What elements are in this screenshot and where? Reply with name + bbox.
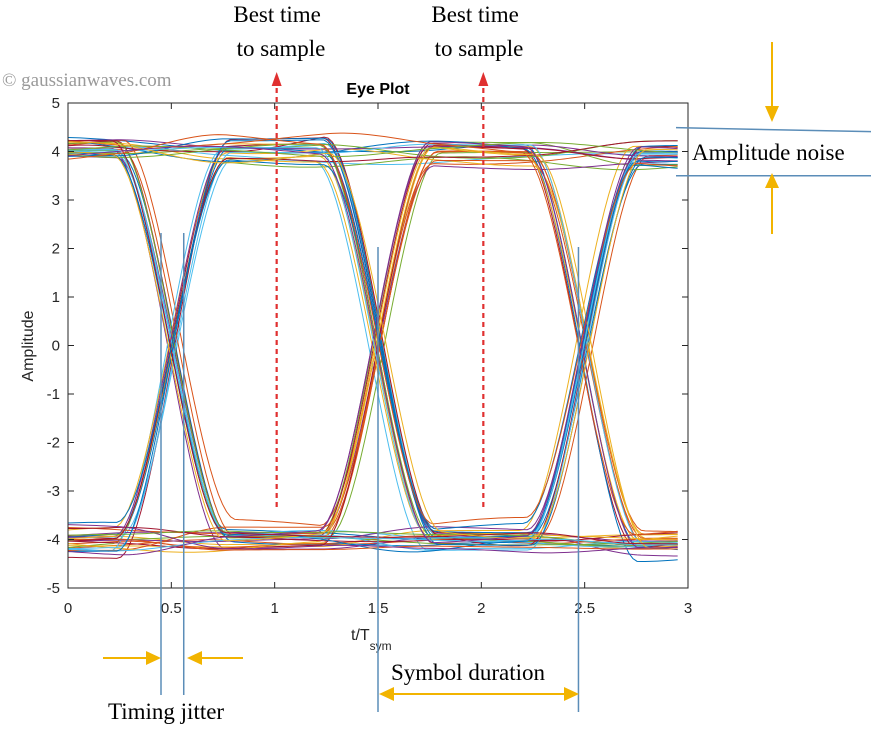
y-tick-label: 0 (52, 338, 60, 355)
eye-trace (68, 159, 678, 552)
eye-trace (68, 139, 678, 553)
eye-trace (68, 141, 678, 539)
chart-title: Eye Plot (346, 81, 410, 98)
best-time-label-1-line1: Best time (233, 2, 321, 27)
eye-trace (68, 134, 678, 525)
x-tick-label: 2.5 (574, 600, 595, 617)
eye-trace (68, 141, 678, 546)
x-tick-label: 2 (477, 600, 485, 617)
best-time-arrowhead-1 (271, 72, 282, 86)
annotations: Best time to sample Best time to sample … (103, 2, 872, 724)
y-tick-label: -4 (47, 532, 60, 549)
y-axis-label: Amplitude (20, 310, 37, 381)
best-time-label-2-line1: Best time (431, 2, 519, 27)
best-time-arrowhead-2 (478, 72, 489, 86)
y-tick-label: 4 (52, 144, 60, 161)
y-tick-label: -5 (47, 580, 60, 597)
y-tick-label: 1 (52, 289, 60, 306)
best-time-label-2: Best time to sample (431, 2, 524, 61)
amplitude-noise-label: Amplitude noise (692, 140, 845, 165)
eye-trace (68, 136, 678, 547)
x-axis-label-sub: sym (370, 639, 392, 653)
eye-trace (68, 146, 678, 549)
y-tick-label: 3 (52, 192, 60, 209)
eye-trace (68, 537, 678, 552)
best-time-label-1: Best time to sample (233, 2, 326, 61)
symbol-duration-label: Symbol duration (391, 660, 545, 685)
best-time-label-2-line2: to sample (435, 36, 524, 61)
x-tick-label: 0.5 (161, 600, 182, 617)
eye-trace (68, 146, 678, 539)
best-time-label-1-line2: to sample (237, 36, 326, 61)
symbol-duration-arrow-left-icon (379, 687, 394, 701)
eye-trace (68, 140, 678, 545)
y-tick-label: -1 (47, 386, 60, 403)
watermark: © gaussianwaves.com (2, 70, 172, 91)
noise-guide-top (675, 126, 872, 133)
eye-trace (68, 146, 678, 553)
y-tick-label: 2 (52, 241, 60, 258)
eye-trace (68, 143, 678, 550)
eye-trace (68, 524, 678, 554)
x-axis-label: t/Tsym (351, 627, 392, 653)
y-tick-label: -3 (47, 483, 60, 500)
eye-trace (68, 145, 678, 544)
x-tick-label: 3 (684, 600, 692, 617)
timing-jitter-label: Timing jitter (108, 699, 224, 724)
noise-arrow-up-icon (765, 173, 779, 188)
jitter-arrow-left-icon (187, 651, 202, 665)
eye-trace (68, 538, 678, 551)
eye-trace (68, 140, 678, 563)
y-tick-label: -2 (47, 435, 60, 452)
y-tick-label: 5 (52, 95, 60, 112)
noise-arrow-down-icon (765, 106, 779, 122)
x-axis-label-main: t/T (351, 627, 370, 644)
jitter-arrow-right-icon (146, 651, 161, 665)
symbol-duration-arrow-right-icon (564, 687, 579, 701)
x-tick-label: 0 (64, 600, 72, 617)
eye-traces (68, 132, 678, 563)
x-tick-label: 1 (270, 600, 278, 617)
